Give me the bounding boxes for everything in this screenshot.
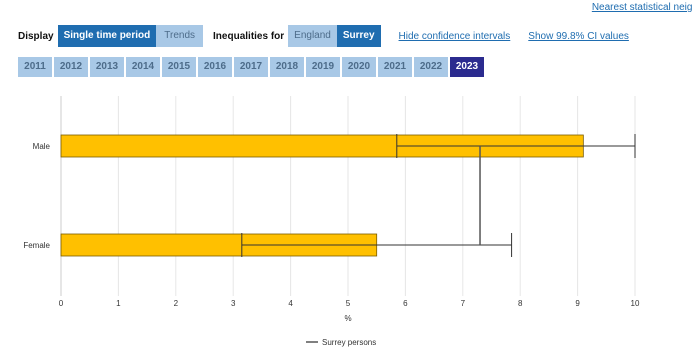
display-label: Display xyxy=(18,30,54,42)
grid-lines xyxy=(60,96,636,296)
trends-button[interactable]: Trends xyxy=(156,25,204,47)
x-tick-label: 6 xyxy=(403,299,408,308)
category-label-female: Female xyxy=(23,241,50,250)
year-selector: 2011 2012 2013 2014 2015 2016 2017 2018 2019 2020… xyxy=(18,57,486,77)
x-tick-label: 9 xyxy=(575,299,580,308)
year-button-2020[interactable]: 2020 xyxy=(342,57,376,77)
year-button-2011[interactable]: 2011 xyxy=(18,57,52,77)
surrey-button[interactable]: Surrey xyxy=(336,25,381,47)
x-tick-label: 7 xyxy=(461,299,466,308)
confidence-intervals xyxy=(241,134,636,257)
x-tick-label: 2 xyxy=(174,299,179,308)
legend: Surrey persons xyxy=(306,338,376,347)
show-99-8-ci-link[interactable]: Show 99.8% CI values xyxy=(528,30,629,42)
x-axis-label: % xyxy=(344,314,351,323)
x-tick-label: 3 xyxy=(231,299,236,308)
year-button-2023[interactable]: 2023 xyxy=(450,57,484,77)
year-button-2012[interactable]: 2012 xyxy=(54,57,88,77)
year-button-2019[interactable]: 2019 xyxy=(306,57,340,77)
x-tick-label: 10 xyxy=(631,299,640,308)
x-tick-label: 1 xyxy=(116,299,121,308)
single-time-period-button[interactable]: Single time period xyxy=(57,25,157,47)
category-labels: Male Female xyxy=(23,142,50,250)
category-label-male: Male xyxy=(33,142,51,151)
bar-chart: Male Female 0 1 2 3 4 5 6 7 8 9 10 % Surrey persons xyxy=(23,96,640,347)
x-tick-labels: 0 1 2 3 4 5 6 7 8 9 10 xyxy=(59,299,640,308)
x-tick-label: 4 xyxy=(288,299,293,308)
year-button-2014[interactable]: 2014 xyxy=(126,57,160,77)
inequalities-label: Inequalities for xyxy=(213,30,285,42)
legend-label: Surrey persons xyxy=(322,338,376,347)
x-tick-label: 0 xyxy=(59,299,64,308)
year-button-2022[interactable]: 2022 xyxy=(414,57,448,77)
controls-row: Display Single time period Trends Inequa… xyxy=(18,25,629,47)
x-tick-label: 8 xyxy=(518,299,523,308)
hide-confidence-intervals-link[interactable]: Hide confidence intervals xyxy=(398,30,511,42)
year-button-2021[interactable]: 2021 xyxy=(378,57,412,77)
bars xyxy=(60,134,584,257)
nearest-neighbours-link[interactable]: Nearest statistical neigh xyxy=(591,2,692,13)
england-button[interactable]: England xyxy=(288,25,337,47)
year-button-2013[interactable]: 2013 xyxy=(90,57,124,77)
year-button-2016[interactable]: 2016 xyxy=(198,57,232,77)
year-button-2017[interactable]: 2017 xyxy=(234,57,268,77)
year-button-2015[interactable]: 2015 xyxy=(162,57,196,77)
x-tick-label: 5 xyxy=(346,299,351,308)
year-button-2018[interactable]: 2018 xyxy=(270,57,304,77)
